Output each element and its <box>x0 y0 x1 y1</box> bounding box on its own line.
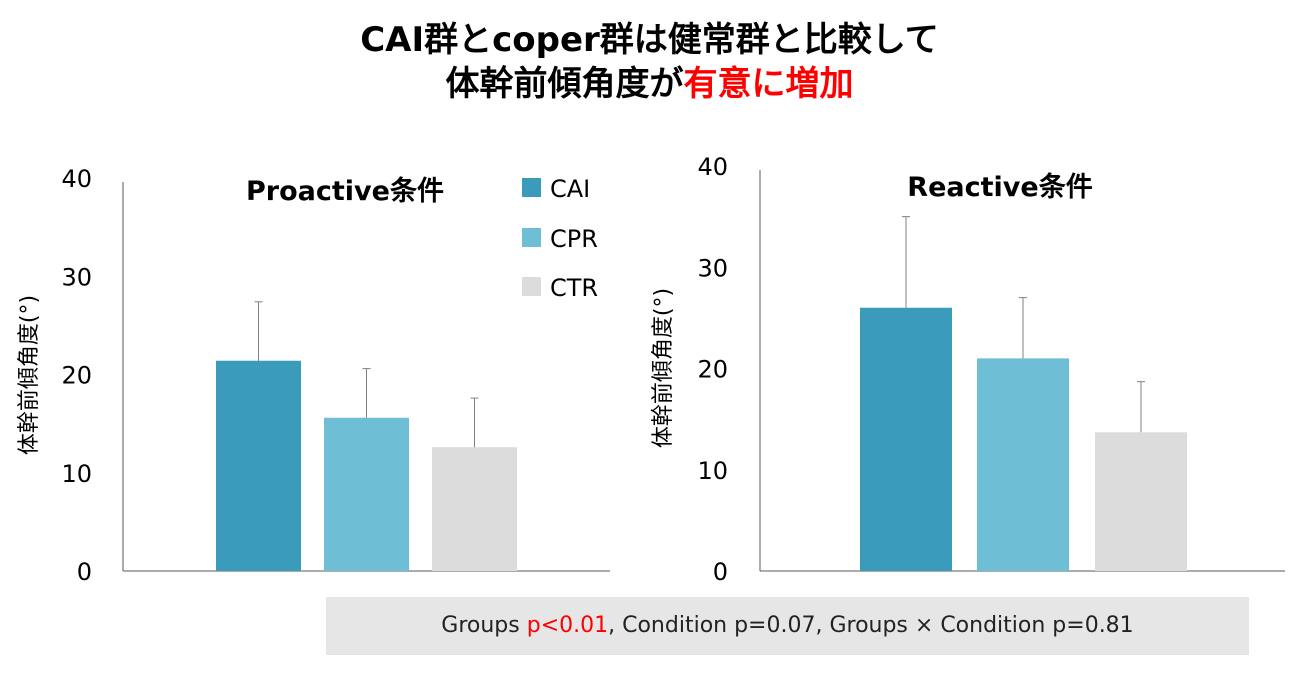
y-tick-label: 10 <box>61 460 92 488</box>
bar-cpr <box>324 417 409 571</box>
bar-ctr <box>432 447 517 571</box>
y-axis-label: 体幹前傾角度(°) <box>17 295 42 455</box>
y-tick-label: 40 <box>697 153 728 181</box>
y-tick-label: 20 <box>61 362 92 390</box>
y-tick-label: 30 <box>697 254 728 282</box>
slide-title-line1: CAI群とcoper群は健常群と比較して <box>360 20 939 60</box>
bar-cpr <box>977 358 1069 571</box>
y-tick-label: 40 <box>61 165 92 193</box>
chart-title: Proactive条件 <box>246 176 444 207</box>
bar-cai <box>216 360 301 571</box>
y-tick-label: 0 <box>713 558 728 586</box>
statistics-box: Groups p<0.01, Condition p=0.07, Groups … <box>326 597 1249 655</box>
title-highlight: 有意に増加 <box>683 64 854 104</box>
legend-label-cpr: CPR <box>550 225 598 253</box>
y-tick-label: 20 <box>697 356 728 384</box>
y-tick-label: 0 <box>77 558 92 586</box>
legend-label-ctr: CTR <box>550 274 598 302</box>
chart-title: Reactive条件 <box>907 172 1092 203</box>
legend-label-cai: CAI <box>550 175 590 203</box>
bar-ctr <box>1095 432 1187 571</box>
y-axis-label: 体幹前傾角度(°) <box>651 288 676 448</box>
legend-swatch-cai <box>522 178 541 197</box>
stats-significant: p<0.01 <box>526 613 609 638</box>
stats-prefix: Groups <box>441 613 527 638</box>
stats-rest: , Condition p=0.07, Groups × Condition p… <box>608 613 1134 638</box>
y-tick-label: 10 <box>697 457 728 485</box>
y-tick-label: 30 <box>61 263 92 291</box>
slide-title-line2: 体幹前傾角度が有意に増加 <box>0 64 1299 104</box>
title-prefix: 体幹前傾角度が <box>445 64 684 104</box>
legend-swatch-cpr <box>522 228 541 247</box>
bar-cai <box>860 307 952 571</box>
legend-swatch-ctr <box>522 277 541 296</box>
